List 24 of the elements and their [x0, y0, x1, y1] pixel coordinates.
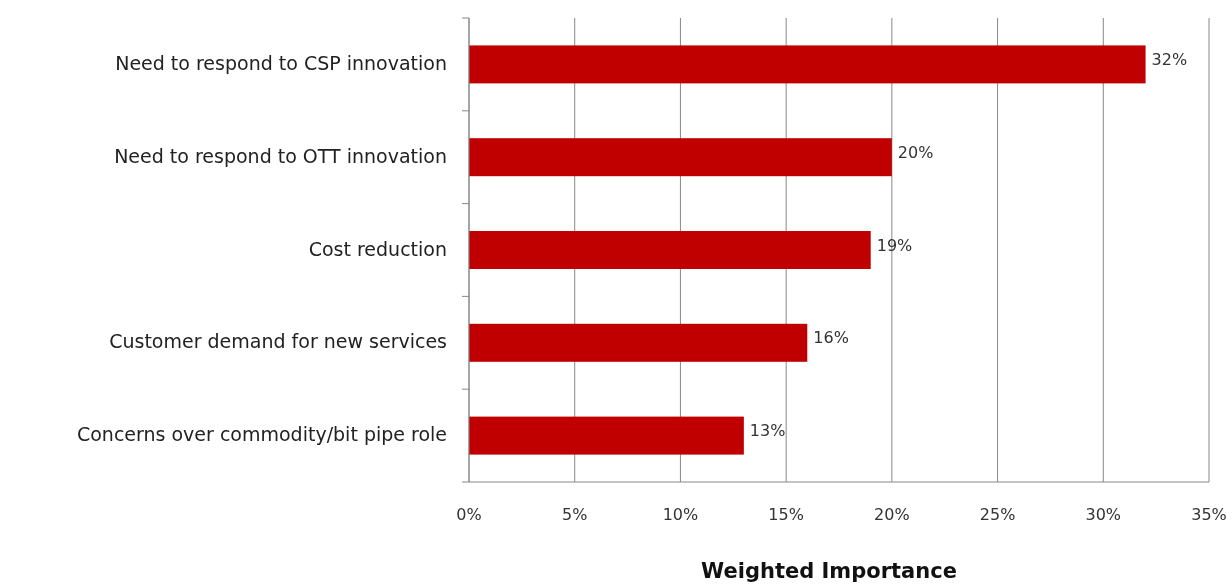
x-tick-label: 25%	[979, 505, 1016, 524]
bar	[469, 323, 808, 362]
x-tick-label: 20%	[874, 505, 910, 524]
data-label: 13%	[749, 421, 786, 441]
bar	[469, 138, 892, 177]
x-tick-label: 5%	[562, 505, 588, 524]
x-tick-label: 0%	[456, 505, 482, 524]
y-tick-label: Need to respond to OTT innovation	[114, 144, 447, 167]
x-tick-label: 35%	[1191, 505, 1227, 524]
bar	[469, 231, 871, 269]
x-tick-label: 15%	[768, 505, 804, 524]
y-tick-label: Concerns over commodity/bit pipe role	[76, 423, 447, 446]
data-label: 32%	[1151, 49, 1188, 69]
data-label: 19%	[876, 235, 913, 255]
y-tick-label: Need to respond to CSP innovation	[115, 51, 447, 74]
y-tick-label: Cost reduction	[308, 237, 447, 260]
x-axis-title: Weighted Importance	[701, 559, 957, 583]
data-label: 20%	[897, 142, 934, 162]
y-tick-label: Customer demand for new services	[109, 330, 447, 353]
data-label: 16%	[813, 328, 849, 348]
x-tick-label: 10%	[662, 505, 699, 524]
bar	[469, 45, 1146, 84]
bar	[469, 416, 744, 455]
x-tick-label: 30%	[1085, 505, 1122, 524]
